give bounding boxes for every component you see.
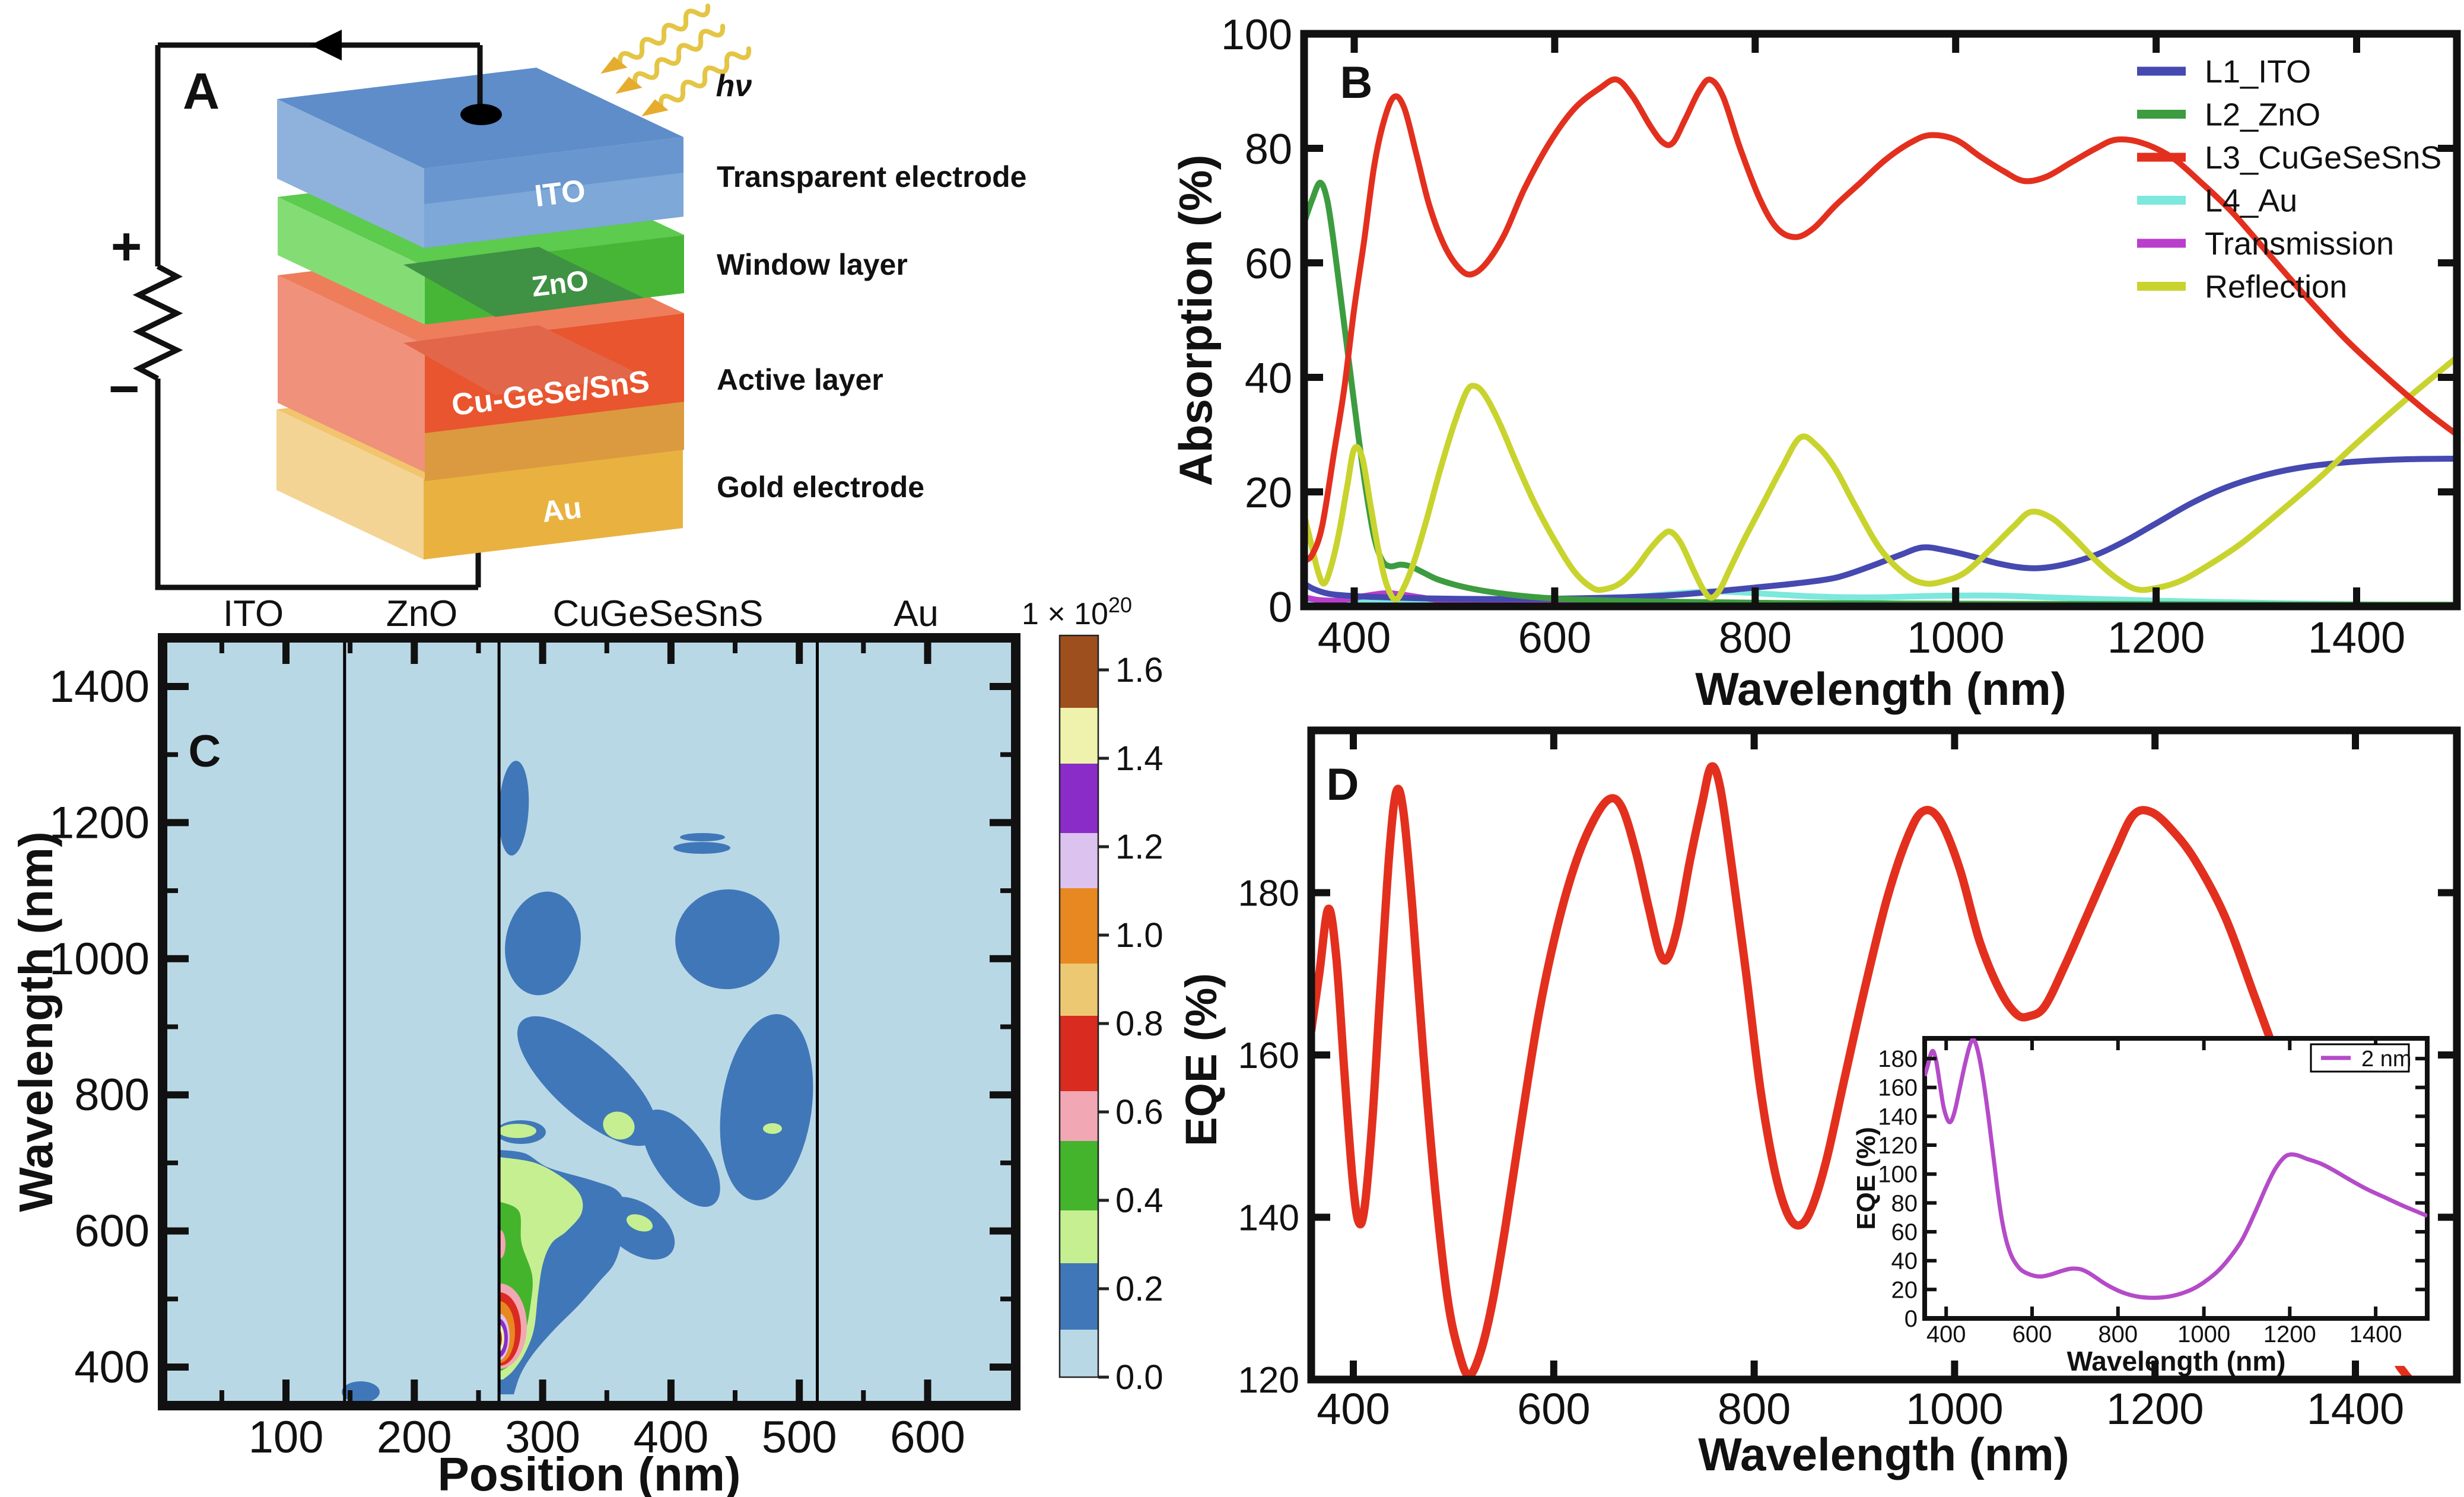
svg-text:120: 120 [1878, 1133, 1918, 1159]
svg-text:80: 80 [1245, 126, 1292, 173]
svg-text:−: − [109, 360, 140, 419]
svg-text:Wavelength (nm): Wavelength (nm) [1695, 663, 2066, 715]
svg-text:Active layer: Active layer [717, 363, 883, 396]
svg-text:0: 0 [1905, 1306, 1918, 1332]
svg-text:800: 800 [2098, 1321, 2138, 1347]
svg-text:140: 140 [1238, 1198, 1299, 1239]
svg-text:20: 20 [1891, 1277, 1918, 1303]
svg-text:0: 0 [1268, 584, 1292, 631]
svg-text:A: A [183, 63, 220, 120]
svg-text:1200: 1200 [2107, 613, 2205, 662]
svg-text:0.6: 0.6 [1115, 1093, 1163, 1132]
svg-text:800: 800 [74, 1070, 150, 1120]
svg-text:120: 120 [1238, 1360, 1299, 1401]
svg-text:1000: 1000 [49, 934, 150, 984]
svg-text:Transparent electrode: Transparent electrode [717, 160, 1026, 193]
svg-text:600: 600 [1517, 1384, 1590, 1434]
svg-text:B: B [1340, 58, 1373, 108]
svg-text:EQE (%): EQE (%) [1852, 1127, 1881, 1230]
svg-text:1.0: 1.0 [1115, 916, 1163, 955]
svg-text:180: 180 [1878, 1046, 1918, 1072]
svg-text:Gold electrode: Gold electrode [717, 471, 924, 504]
svg-text:0.4: 0.4 [1115, 1181, 1163, 1220]
svg-text:1.4: 1.4 [1115, 739, 1163, 778]
svg-text:400: 400 [1926, 1321, 1966, 1347]
svg-text:100: 100 [1878, 1162, 1918, 1188]
svg-text:Wavelength (nm): Wavelength (nm) [9, 831, 62, 1212]
svg-text:500: 500 [762, 1412, 837, 1463]
svg-text:1.6: 1.6 [1115, 651, 1163, 689]
svg-text:1400: 1400 [2349, 1321, 2402, 1347]
svg-text:ITO: ITO [533, 173, 587, 214]
svg-text:80: 80 [1891, 1190, 1918, 1216]
svg-text:800: 800 [1718, 1384, 1791, 1434]
svg-text:L3_CuGeSeSnS: L3_CuGeSeSnS [2205, 140, 2441, 176]
svg-text:EQE (%): EQE (%) [1177, 973, 1226, 1146]
svg-text:L4_Au: L4_Au [2205, 183, 2297, 219]
svg-text:100: 100 [1221, 11, 1292, 59]
svg-text:L1_ITO: L1_ITO [2205, 54, 2311, 90]
svg-text:L2_ZnO: L2_ZnO [2205, 97, 2320, 133]
svg-text:Reflection: Reflection [2205, 269, 2347, 305]
svg-text:40: 40 [1891, 1248, 1918, 1274]
svg-text:400: 400 [1318, 613, 1391, 662]
svg-text:Au: Au [894, 593, 939, 634]
svg-text:1200: 1200 [2106, 1384, 2204, 1434]
svg-text:800: 800 [1719, 613, 1792, 662]
svg-text:1400: 1400 [2308, 613, 2406, 662]
svg-text:40: 40 [1245, 355, 1292, 402]
svg-text:300: 300 [505, 1412, 580, 1463]
svg-text:400: 400 [74, 1342, 150, 1393]
svg-text:600: 600 [1518, 613, 1591, 662]
svg-text:D: D [1327, 759, 1359, 810]
svg-text:Wavelength (nm): Wavelength (nm) [2067, 1346, 2286, 1377]
svg-text:ITO: ITO [223, 593, 284, 634]
svg-text:1000: 1000 [1906, 1384, 2004, 1434]
svg-text:600: 600 [890, 1412, 965, 1463]
svg-text:+: + [111, 217, 142, 276]
svg-text:180: 180 [1238, 873, 1299, 914]
svg-text:160: 160 [1878, 1075, 1918, 1101]
svg-text:0.0: 0.0 [1115, 1358, 1163, 1397]
svg-text:600: 600 [2012, 1321, 2052, 1347]
svg-text:1200: 1200 [2263, 1321, 2316, 1347]
svg-text:600: 600 [74, 1206, 150, 1257]
svg-text:60: 60 [1245, 240, 1292, 288]
svg-text:1000: 1000 [2177, 1321, 2230, 1347]
svg-text:2 nm: 2 nm [2361, 1047, 2411, 1072]
svg-text:400: 400 [1317, 1384, 1390, 1434]
svg-text:C: C [189, 726, 221, 777]
svg-text:160: 160 [1238, 1035, 1299, 1076]
svg-text:hν: hν [716, 69, 752, 103]
svg-text:Position (nm): Position (nm) [437, 1448, 740, 1497]
svg-text:400: 400 [633, 1412, 708, 1463]
svg-text:Transmission: Transmission [2205, 226, 2394, 262]
svg-text:Absorption (%): Absorption (%) [1169, 155, 1222, 487]
svg-text:Au: Au [540, 491, 583, 529]
svg-text:0.2: 0.2 [1115, 1270, 1163, 1308]
svg-text:1 × 1020: 1 × 1020 [1022, 593, 1132, 631]
svg-text:1.2: 1.2 [1115, 828, 1163, 866]
svg-text:200: 200 [377, 1412, 452, 1463]
svg-text:20: 20 [1245, 469, 1292, 517]
svg-text:60: 60 [1891, 1219, 1918, 1245]
svg-text:1200: 1200 [49, 797, 150, 848]
svg-text:0.8: 0.8 [1115, 1005, 1163, 1043]
svg-text:100: 100 [249, 1412, 324, 1463]
svg-text:1000: 1000 [1907, 613, 2005, 662]
svg-text:Wavelength (nm): Wavelength (nm) [1698, 1428, 2069, 1480]
svg-text:1400: 1400 [49, 662, 150, 712]
svg-text:CuGeSeSnS: CuGeSeSnS [553, 593, 764, 634]
svg-text:140: 140 [1878, 1104, 1918, 1130]
svg-text:1400: 1400 [2307, 1384, 2405, 1434]
svg-text:ZnO: ZnO [530, 265, 590, 303]
svg-text:Window layer: Window layer [717, 248, 908, 281]
svg-text:ZnO: ZnO [386, 593, 458, 634]
